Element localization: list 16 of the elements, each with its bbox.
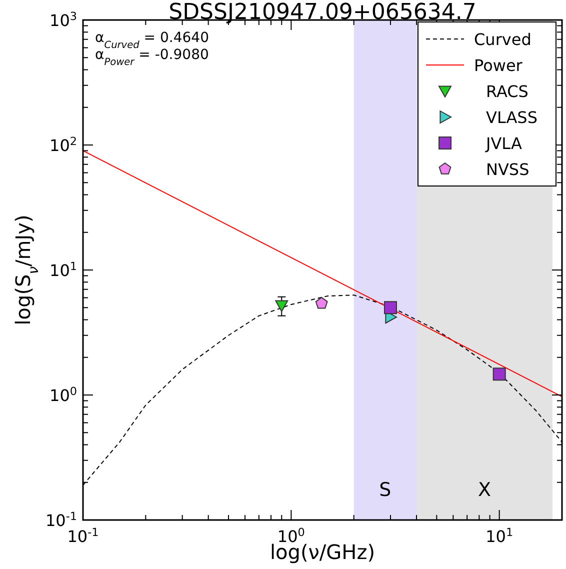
y-tick-label: 10$^{3}$	[50, 10, 77, 30]
annotation: α$_{Power}$ = -0.9080	[95, 47, 209, 68]
y-tick-label: 10$^{1}$	[50, 260, 77, 280]
band-label: X	[478, 479, 491, 501]
legend-label: RACS	[486, 82, 528, 101]
legend-label: NVSS	[486, 160, 530, 179]
y-tick-label: 10$^{2}$	[50, 134, 77, 155]
legend-label: JVLA	[485, 134, 522, 153]
chart-title: SDSSJ210947.09+065634.7	[168, 0, 476, 25]
legend-label: Curved	[474, 30, 532, 49]
x-tick-label: 10$^{0}$	[277, 526, 305, 546]
legend-label: Power	[474, 56, 523, 75]
y-tick-label: 10$^{0}$	[50, 384, 77, 405]
legend-label: VLASS	[486, 108, 538, 127]
band-label: S	[379, 479, 392, 501]
x-tick-label: 10$^{1}$	[486, 526, 514, 546]
